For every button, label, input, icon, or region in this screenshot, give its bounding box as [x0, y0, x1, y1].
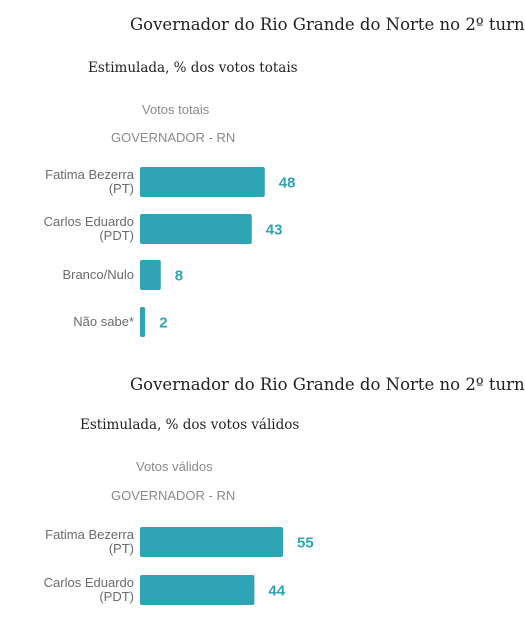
- bar: [140, 527, 283, 557]
- bar: [140, 167, 265, 197]
- chart-2-group-label: GOVERNADOR - RN: [111, 488, 236, 503]
- category-label: Fatima Bezerra (PT): [45, 167, 135, 196]
- chart-1-series-label: Votos totais: [142, 102, 210, 117]
- chart-1-group-label: GOVERNADOR - RN: [111, 130, 236, 145]
- value-label: 48: [279, 175, 296, 192]
- category-label: Branco/Nulo: [62, 267, 134, 282]
- chart-2-subtitle: Estimulada, % dos votos válidos: [80, 417, 300, 433]
- chart-2-series-label: Votos válidos: [136, 459, 213, 474]
- category-label: Não sabe*: [73, 314, 134, 329]
- category-label: Carlos Eduardo (PDT): [44, 214, 134, 243]
- chart-1-subtitle: Estimulada, % dos votos totais: [88, 60, 298, 76]
- value-label: 44: [268, 583, 285, 600]
- chart-1-plot: Fatima Bezerra (PT) 48 Carlos Eduardo (PDT) 4…: [44, 167, 296, 337]
- chart-1: Governador do Rio Grande do Norte no 2º …: [44, 15, 525, 337]
- bar: [140, 214, 252, 244]
- bar: [140, 575, 255, 605]
- chart-2: Governador do Rio Grande do Norte no 2º …: [0, 360, 525, 631]
- category-label: Fatima Bezerra (PT): [45, 527, 135, 556]
- bar: [140, 307, 146, 337]
- value-label: 2: [159, 315, 167, 332]
- bar: [140, 260, 161, 290]
- chart-2-title: Governador do Rio Grande do Norte no 2º …: [130, 375, 525, 394]
- value-label: 8: [175, 268, 183, 285]
- category-label: Carlos Eduardo (PDT): [44, 575, 134, 604]
- value-label: 43: [266, 222, 283, 239]
- chart-1-title: Governador do Rio Grande do Norte no 2º …: [130, 15, 525, 34]
- chart-2-plot: Fatima Bezerra (PT) 55 Carlos Eduardo (PDT) 4…: [44, 527, 314, 605]
- value-label: 55: [297, 535, 314, 552]
